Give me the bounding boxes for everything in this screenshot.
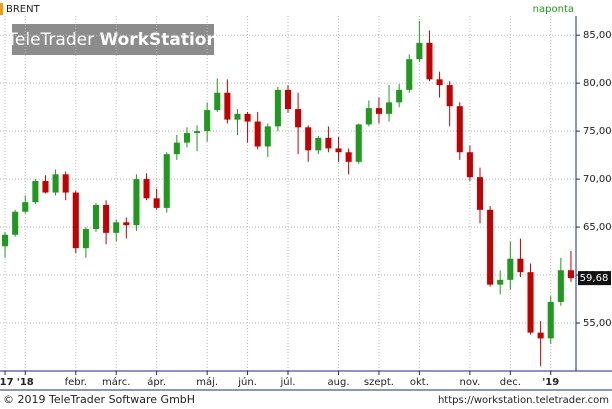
candle-body bbox=[497, 279, 504, 285]
last-value-box bbox=[578, 271, 611, 286]
candle-body bbox=[547, 301, 554, 339]
x-tick-label: márc. bbox=[102, 376, 130, 388]
candle-body bbox=[32, 181, 39, 203]
footer-left: © 2019 TeleTrader Software GmbH bbox=[3, 393, 195, 406]
candle-body bbox=[567, 270, 574, 279]
candle-body bbox=[456, 106, 463, 153]
candle-body bbox=[335, 148, 342, 153]
candle-body bbox=[183, 133, 190, 143]
footer-right: https://workstation.teletrader.com bbox=[438, 395, 609, 406]
y-tick-label: 70,00 bbox=[583, 174, 612, 185]
x-tick-label: szept. bbox=[364, 377, 394, 388]
candle-body bbox=[264, 126, 271, 147]
candle-body bbox=[375, 108, 382, 114]
logo-part: TeleTrader bbox=[6, 30, 94, 50]
last-value-label: 59,68 bbox=[580, 273, 609, 284]
candle-body bbox=[416, 42, 423, 60]
x-tick-label: jún. bbox=[237, 376, 257, 388]
candle-body bbox=[466, 152, 473, 178]
candle-body bbox=[406, 59, 413, 90]
candle-body bbox=[143, 179, 150, 199]
y-tick-label: 75,00 bbox=[583, 126, 612, 137]
candle-body bbox=[204, 110, 211, 132]
chart-title: BRENT bbox=[6, 4, 41, 15]
x-tick-label: '18 bbox=[17, 377, 34, 388]
candle-body bbox=[365, 108, 372, 125]
candle-body bbox=[113, 222, 120, 233]
x-tick-label: dec. bbox=[500, 377, 521, 388]
x-tick-label: ápr. bbox=[147, 376, 166, 388]
candle-body bbox=[244, 113, 251, 122]
candle-body bbox=[527, 272, 534, 333]
logo-part: WorkStation bbox=[99, 30, 218, 50]
candle-body bbox=[446, 85, 453, 107]
x-tick-label: febr. bbox=[65, 377, 87, 388]
candle-body bbox=[72, 192, 79, 249]
y-tick-label: 80,00 bbox=[583, 78, 612, 89]
x-tick-label: máj. bbox=[196, 376, 218, 388]
logo-box bbox=[12, 24, 214, 55]
candle-body bbox=[305, 127, 312, 151]
y-tick-label: 55,00 bbox=[583, 318, 612, 329]
candle-body bbox=[517, 258, 524, 273]
candle-body bbox=[325, 137, 332, 149]
candle-body bbox=[62, 174, 69, 193]
y-tick-label: 85,00 bbox=[583, 30, 612, 41]
plot-area bbox=[0, 16, 576, 371]
candle-body bbox=[396, 89, 403, 103]
series-marker bbox=[0, 3, 3, 15]
candle-body bbox=[153, 198, 160, 208]
x-tick-label: júl. bbox=[279, 376, 295, 388]
candle-body bbox=[214, 92, 221, 111]
candle-body bbox=[103, 205, 110, 233]
candle-body bbox=[436, 79, 443, 86]
candle-body bbox=[487, 209, 494, 285]
candle-body bbox=[163, 154, 170, 208]
y-tick-label: 65,00 bbox=[583, 222, 612, 233]
candle-body bbox=[284, 89, 292, 110]
candle-body bbox=[224, 92, 231, 120]
candle-body bbox=[22, 202, 29, 212]
candle-body bbox=[194, 131, 201, 134]
candle-body bbox=[507, 258, 514, 280]
candle-body bbox=[42, 181, 49, 193]
candle-body bbox=[92, 205, 100, 229]
x-tick-label: aug. bbox=[328, 377, 350, 388]
candle-body bbox=[234, 113, 241, 120]
candle-body bbox=[386, 102, 393, 114]
candle-body bbox=[295, 109, 302, 128]
candle-body bbox=[254, 121, 261, 147]
candle-body bbox=[173, 142, 180, 155]
candle-body bbox=[345, 152, 352, 162]
x-tick-label: okt. bbox=[410, 377, 429, 388]
x-tick-label: '17 bbox=[0, 377, 14, 388]
candle-body bbox=[355, 124, 362, 162]
candle-body bbox=[12, 211, 19, 235]
candle-body bbox=[426, 42, 433, 80]
candle-body bbox=[274, 89, 281, 127]
interval: naponta bbox=[533, 4, 574, 15]
candle-body bbox=[537, 332, 544, 339]
candle-body bbox=[315, 137, 322, 151]
x-tick-label: '19 bbox=[542, 377, 559, 388]
candle-body bbox=[2, 234, 9, 247]
candle-body bbox=[82, 229, 89, 249]
candle-body bbox=[133, 179, 140, 226]
candle-body bbox=[476, 177, 484, 210]
logo: TeleTrader WorkStation bbox=[6, 30, 218, 50]
candle-body bbox=[123, 222, 130, 226]
candle-body bbox=[557, 270, 564, 302]
x-tick-label: nov. bbox=[460, 377, 481, 388]
candle-body bbox=[52, 174, 59, 193]
